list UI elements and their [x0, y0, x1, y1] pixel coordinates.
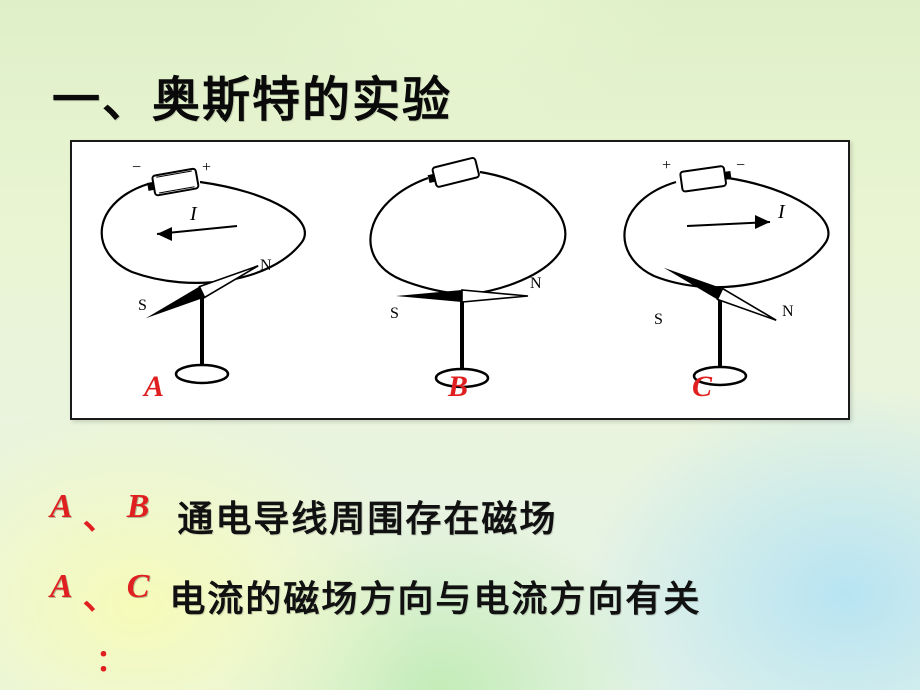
statement-2-sep: 、	[83, 570, 117, 619]
statement-1: A 、 B 通电导线周围存在磁场	[50, 490, 557, 542]
statement-2-cap-a: A	[50, 570, 73, 604]
circuit-c-svg: + − I S N	[592, 142, 852, 422]
statement-1-cap-b: B	[127, 490, 150, 524]
statement-1-text: 通电导线周围存在磁场	[177, 490, 557, 542]
current-label-c: I	[777, 201, 786, 223]
subfigure-label-b: B	[448, 370, 468, 404]
trailing-colon: ：	[96, 636, 126, 680]
terminal-minus-c: −	[736, 157, 745, 174]
compass-n-a: N	[260, 257, 272, 274]
statement-1-cap-a: A	[50, 490, 73, 524]
oersted-diagram: − + I S N A	[70, 140, 850, 420]
compass-s-c: S	[654, 311, 663, 328]
subfigure-c: + − I S N C	[592, 142, 852, 418]
statement-2-cap-c: C	[127, 570, 150, 604]
current-label-a: I	[189, 203, 198, 225]
statement-2-text: 电流的磁场方向与电流方向有关	[169, 570, 701, 622]
subfigure-label-c: C	[692, 370, 712, 404]
terminal-plus: +	[202, 159, 211, 176]
page-title: 一、奥斯特的实验	[52, 60, 452, 130]
compass-n-b: N	[530, 275, 542, 292]
compass-n-c: N	[782, 303, 794, 320]
compass-s-b: S	[390, 305, 399, 322]
compass-s-a: S	[138, 297, 147, 314]
terminal-plus-c: +	[662, 157, 671, 174]
subfigure-b: S N B	[332, 142, 592, 418]
circuit-a-svg: − + I S N	[72, 142, 332, 422]
statement-1-sep: 、	[83, 490, 117, 539]
terminal-minus: −	[132, 159, 141, 176]
subfigure-a: − + I S N A	[72, 142, 332, 418]
subfigure-label-a: A	[144, 370, 164, 404]
statement-2: A 、 C 电流的磁场方向与电流方向有关	[50, 570, 701, 622]
